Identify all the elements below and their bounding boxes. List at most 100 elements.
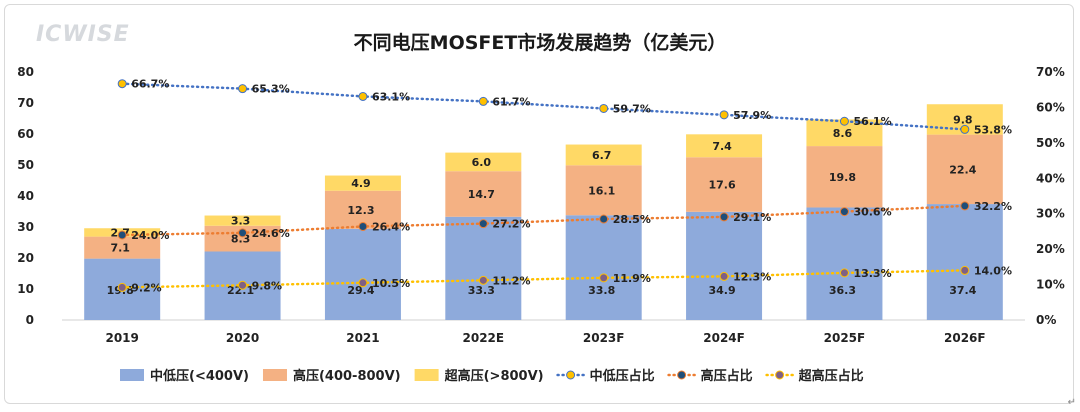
bar-segment	[565, 215, 642, 320]
line-value-label: 9.8%	[252, 279, 283, 292]
y-tick-label: 10	[17, 282, 34, 296]
legend-label: 高压占比	[701, 368, 753, 384]
bar-value-label: 17.6	[708, 179, 735, 192]
bar-segment	[926, 134, 1003, 205]
y-tick-label: 70	[17, 96, 34, 110]
y-tick-label: 60	[17, 127, 34, 141]
y2-tick-label: 30%	[1036, 207, 1065, 221]
legend-label: 中低压占比	[590, 368, 655, 384]
line-value-label: 11.2%	[492, 274, 530, 287]
line-value-label: 12.3%	[733, 270, 771, 283]
line-value-label: 65.3%	[252, 83, 290, 96]
y2-tick-label: 20%	[1036, 242, 1065, 256]
line-value-label: 63.1%	[372, 90, 410, 103]
x-tick-label: 2021	[346, 331, 379, 345]
chart-title: 不同电压MOSFET市场发展趋势（亿美元）	[353, 32, 727, 54]
line-value-label: 9.2%	[131, 281, 162, 294]
y-tick-label: 50	[17, 158, 34, 172]
series-point	[599, 273, 609, 283]
bar-value-label: 29.4	[347, 284, 374, 297]
watermark-logo: ICWISE	[36, 22, 130, 47]
series-point	[238, 84, 248, 94]
bar-value-label: 36.3	[829, 284, 856, 297]
series-point	[117, 79, 127, 89]
chart-frame	[4, 4, 1074, 404]
line-value-label: 14.0%	[974, 264, 1012, 277]
bar-value-label: 7.4	[712, 140, 732, 153]
series-point	[117, 230, 127, 240]
y2-tick-label: 50%	[1036, 136, 1065, 150]
y-tick-label: 30	[17, 220, 34, 234]
legend-label: 中低压(<400V)	[150, 368, 249, 384]
bar-value-label: 37.4	[949, 284, 976, 297]
y2-tick-label: 70%	[1036, 65, 1065, 79]
line-value-label: 30.6%	[853, 206, 891, 219]
series-point	[478, 275, 488, 285]
line-value-label: 24.0%	[131, 229, 169, 242]
series-point	[238, 280, 248, 290]
line-value-label: 32.2%	[974, 200, 1012, 213]
y-tick-label: 20	[17, 251, 34, 265]
bar-value-label: 7.1	[110, 242, 130, 255]
line-value-label: 24.6%	[252, 227, 290, 240]
bar-value-label: 6.0	[472, 156, 492, 169]
series-point	[358, 91, 368, 101]
series-point	[358, 278, 368, 288]
series-point	[960, 265, 970, 275]
line-value-label: 53.8%	[974, 123, 1012, 136]
line-value-label: 56.1%	[853, 115, 891, 128]
series-point	[599, 214, 609, 224]
y2-tick-label: 40%	[1036, 171, 1065, 185]
line-value-label: 28.5%	[613, 213, 651, 226]
bar-value-label: 12.3	[347, 204, 374, 217]
line-value-label: 59.7%	[613, 102, 651, 115]
y-tick-label: 40	[17, 189, 34, 203]
bar-value-label: 9.8	[953, 113, 973, 126]
series-point	[238, 228, 248, 238]
bar-segment	[84, 236, 161, 259]
series-point	[599, 103, 609, 113]
legend-swatch	[262, 369, 287, 381]
x-tick-label: 2020	[226, 331, 259, 345]
x-tick-label: 2022E	[463, 331, 505, 345]
legend-label: 超高压(>800V)	[445, 368, 544, 384]
series-point	[478, 96, 488, 106]
y2-tick-label: 60%	[1036, 100, 1065, 114]
bar-segment	[926, 204, 1003, 320]
legend-label: 高压(400-800V)	[293, 368, 401, 384]
series-point	[960, 201, 970, 211]
bar-segment	[686, 134, 763, 158]
bar-segment	[565, 144, 642, 166]
bar-value-label: 19.8	[829, 171, 856, 184]
bar-segment	[445, 216, 522, 320]
bar-value-label: 33.8	[588, 284, 615, 297]
bar-segment	[806, 146, 883, 208]
legend-marker	[677, 370, 687, 380]
y-tick-label: 80	[17, 65, 34, 79]
x-tick-label: 2025F	[824, 331, 866, 345]
line-value-label: 11.9%	[613, 272, 651, 285]
series-point	[839, 116, 849, 126]
bar-value-label: 14.7	[468, 188, 495, 201]
line-value-label: 61.7%	[492, 95, 530, 108]
series-line	[120, 269, 967, 289]
return-mark: ↵	[1067, 397, 1076, 408]
series-point	[960, 124, 970, 134]
bar-segment	[686, 211, 763, 320]
line-value-label: 10.5%	[372, 277, 410, 290]
series-point	[358, 221, 368, 231]
legend-marker	[566, 370, 576, 380]
line-value-label: 29.1%	[733, 211, 771, 224]
bar-value-label: 4.9	[351, 177, 371, 190]
bar-value-label: 22.1	[227, 284, 254, 297]
y2-tick-label: 0%	[1036, 313, 1056, 327]
bar-segment	[324, 228, 401, 320]
bar-value-label: 3.3	[231, 215, 251, 228]
x-tick-label: 2023F	[583, 331, 625, 345]
x-tick-label: 2024F	[703, 331, 745, 345]
bar-segment	[806, 207, 883, 320]
series-point	[478, 219, 488, 229]
series-point	[839, 268, 849, 278]
series-line	[120, 204, 967, 237]
